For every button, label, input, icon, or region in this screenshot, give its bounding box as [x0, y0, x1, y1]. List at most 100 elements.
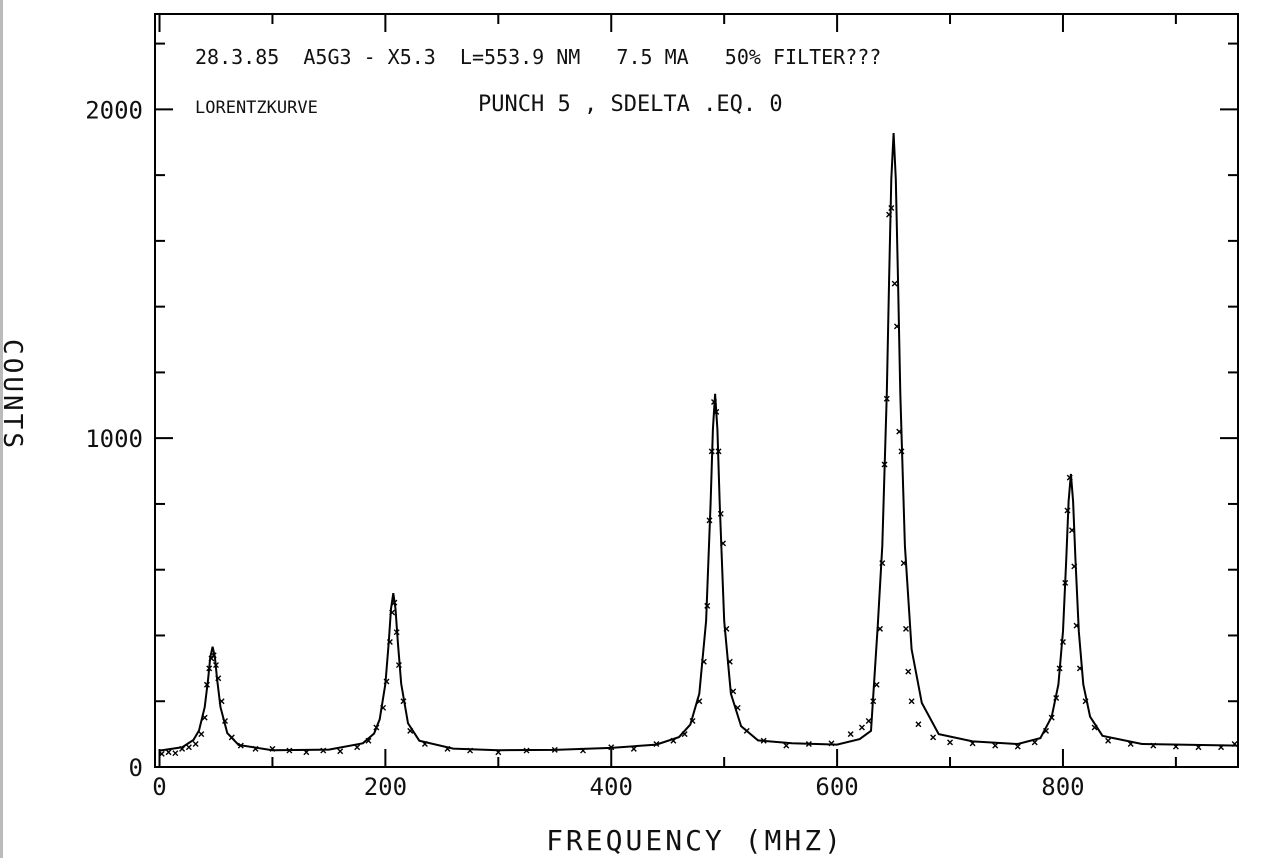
data-point [930, 734, 937, 741]
data-point [1071, 563, 1078, 570]
data-point [886, 211, 893, 218]
data-point [1048, 714, 1055, 721]
data-point [337, 748, 344, 755]
y-tick-label: 1000 [85, 425, 143, 453]
data-point [900, 560, 907, 567]
data-point [805, 740, 812, 747]
data-point [269, 745, 276, 752]
x-tick-label: 400 [590, 773, 633, 801]
data-point [228, 734, 235, 741]
data-point [704, 602, 711, 609]
data-point [743, 727, 750, 734]
data-point [407, 727, 414, 734]
data-point [185, 744, 192, 751]
data-point [1172, 743, 1179, 750]
scan-edge [0, 0, 3, 858]
data-point [893, 323, 900, 330]
data-point [708, 448, 715, 455]
data-point [237, 742, 244, 749]
data-point [915, 721, 922, 728]
data-point [1053, 694, 1060, 701]
data-point [715, 448, 722, 455]
data-point [1064, 507, 1071, 514]
data-point [896, 428, 903, 435]
data-point [1068, 527, 1075, 534]
data-point [881, 461, 888, 468]
data-point [858, 724, 865, 731]
data-point [720, 540, 727, 547]
data-point [947, 739, 954, 746]
data-point [689, 717, 696, 724]
y-tick-label: 0 [129, 754, 143, 782]
data-point [373, 724, 380, 731]
data-point [218, 698, 225, 705]
data-point [158, 750, 165, 757]
data-point [1062, 579, 1069, 586]
x-tick-label: 600 [815, 773, 858, 801]
data-point [320, 747, 327, 754]
data-point [1082, 698, 1089, 705]
data-point [389, 609, 396, 616]
data-point [653, 740, 660, 747]
data-point [1091, 724, 1098, 731]
data-point [203, 681, 210, 688]
y-tick-label: 2000 [85, 96, 143, 124]
data-point [467, 747, 474, 754]
data-point [210, 652, 217, 659]
data-point [208, 655, 215, 662]
data-point [395, 662, 402, 669]
data-point [286, 747, 293, 754]
annotation: LORENTZKURVE [195, 98, 318, 118]
header-line: 28.3.85 A5G3 - X5.3 L=553.9 NM 7.5 MA 50… [195, 45, 881, 69]
data-point [696, 698, 703, 705]
data-point [630, 745, 637, 752]
x-tick-label: 200 [364, 773, 407, 801]
data-point [783, 742, 790, 749]
data-point [215, 675, 222, 682]
data-point [201, 714, 208, 721]
data-point [1073, 622, 1080, 629]
data-point [730, 688, 737, 695]
data-point [902, 625, 909, 632]
data-point [828, 740, 835, 747]
data-point [179, 745, 186, 752]
data-point [877, 625, 884, 632]
data-point [1059, 639, 1066, 646]
data-point [495, 749, 502, 756]
data-point [713, 408, 720, 415]
data-point [734, 704, 741, 711]
data-point [523, 747, 530, 754]
data-point [891, 280, 898, 287]
data-point [969, 740, 976, 747]
data-point [717, 510, 724, 517]
data-point [1056, 665, 1063, 672]
data-point [1031, 739, 1038, 746]
data-point [1105, 737, 1112, 744]
data-point [992, 742, 999, 749]
data-point [354, 744, 361, 751]
data-point [1076, 665, 1083, 672]
data-point [165, 749, 172, 756]
data-point [1150, 742, 1157, 749]
data-point [192, 740, 199, 747]
x-tick-label: 800 [1041, 773, 1084, 801]
data-point [393, 629, 400, 636]
data-point [760, 737, 767, 744]
annotation: PUNCH 5 , SDELTA .EQ. 0 [478, 92, 783, 117]
data-point [421, 740, 428, 747]
data-point [847, 731, 854, 738]
data-point [700, 658, 707, 665]
data-point [1066, 474, 1073, 481]
data-point [206, 665, 213, 672]
data-point [898, 448, 905, 455]
data-point [303, 749, 310, 756]
data-point [1195, 744, 1202, 751]
plot-frame [154, 13, 1239, 768]
data-point [908, 698, 915, 705]
data-point [1043, 727, 1050, 734]
data-point [172, 750, 179, 757]
data-point [723, 625, 730, 632]
